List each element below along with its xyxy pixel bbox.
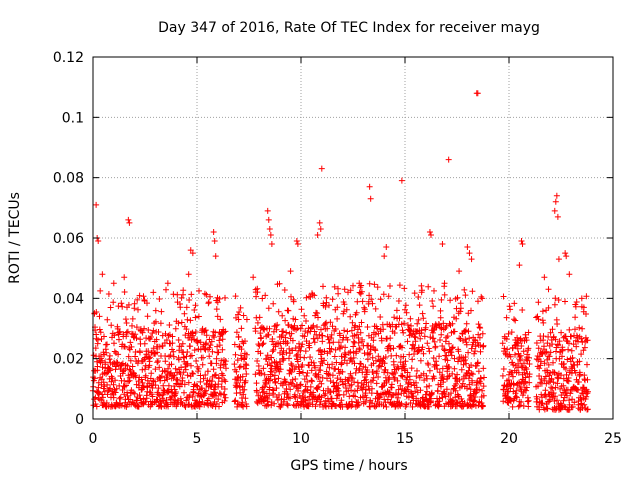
data-point	[578, 295, 585, 302]
data-point	[110, 280, 117, 287]
data-point	[125, 216, 132, 223]
data-point	[426, 228, 433, 235]
data-point	[552, 198, 559, 205]
data-point	[250, 274, 257, 281]
roti-point-cloud	[89, 280, 591, 413]
data-point	[398, 177, 405, 184]
x-tick-label: 5	[193, 431, 202, 447]
data-point	[566, 271, 573, 278]
data-point	[383, 244, 390, 251]
data-point	[99, 271, 106, 278]
y-tick-label: 0	[75, 412, 84, 428]
data-point	[293, 238, 300, 245]
data-point	[294, 241, 301, 248]
data-point	[554, 213, 561, 220]
data-point	[456, 268, 463, 275]
data-point	[562, 250, 569, 257]
data-point	[466, 250, 473, 257]
data-point	[318, 165, 325, 172]
x-tick-label: 0	[89, 431, 98, 447]
data-point	[366, 183, 373, 190]
y-tick-label: 0.02	[53, 352, 84, 368]
data-point	[266, 225, 273, 232]
data-point	[563, 253, 570, 260]
data-point	[555, 256, 562, 263]
y-axis-label: ROTI / TECUs	[7, 192, 23, 284]
data-point	[317, 225, 324, 232]
x-axis-label: GPS time / hours	[290, 458, 407, 474]
data-point	[356, 280, 363, 287]
data-point	[518, 238, 525, 245]
data-point	[314, 231, 321, 238]
data-point	[551, 207, 558, 214]
data-point	[185, 271, 192, 278]
data-point	[341, 286, 348, 293]
data-point	[367, 195, 374, 202]
data-point	[445, 156, 452, 163]
data-point	[95, 238, 102, 245]
grid-lines	[93, 57, 613, 419]
data-point	[519, 241, 526, 248]
data-point	[235, 316, 242, 323]
data-point	[287, 268, 294, 275]
data-point	[210, 228, 217, 235]
data-point	[474, 90, 481, 97]
data-points	[89, 90, 591, 413]
data-point	[265, 216, 272, 223]
data-point	[189, 250, 196, 257]
axis-ticks: 0 0.02 0.04 0.06 0.08 0.1 0.12 0 5 10 15 20 25	[53, 50, 622, 447]
data-point	[439, 241, 446, 248]
data-point	[545, 286, 552, 293]
data-point	[580, 304, 587, 311]
x-tick-label: 25	[604, 431, 622, 447]
data-point	[212, 253, 219, 260]
data-point	[468, 256, 475, 263]
x-tick-label: 20	[500, 431, 518, 447]
data-point	[441, 280, 448, 287]
data-point	[164, 280, 171, 287]
y-tick-label: 0.1	[62, 110, 84, 126]
data-point	[516, 262, 523, 269]
chart-title: Day 347 of 2016, Rate Of TEC Index for r…	[158, 20, 540, 36]
data-point	[381, 253, 388, 260]
data-point	[428, 231, 434, 238]
data-point	[187, 247, 194, 254]
data-point	[418, 289, 425, 296]
data-point	[93, 201, 100, 208]
x-tick-label: 15	[396, 431, 414, 447]
data-point	[464, 244, 471, 251]
data-point	[121, 274, 128, 281]
y-tick-label: 0.06	[53, 231, 84, 247]
data-point	[267, 231, 274, 238]
data-point	[126, 219, 133, 226]
data-point	[243, 316, 250, 323]
y-tick-label: 0.08	[53, 171, 84, 187]
data-point	[553, 192, 560, 199]
x-tick-label: 10	[292, 431, 310, 447]
y-tick-label: 0.12	[53, 50, 84, 66]
data-point	[211, 238, 218, 245]
y-tick-label: 0.04	[53, 291, 84, 307]
data-point	[541, 274, 548, 281]
data-point	[264, 207, 271, 214]
data-point	[268, 241, 275, 248]
data-point	[316, 219, 323, 226]
